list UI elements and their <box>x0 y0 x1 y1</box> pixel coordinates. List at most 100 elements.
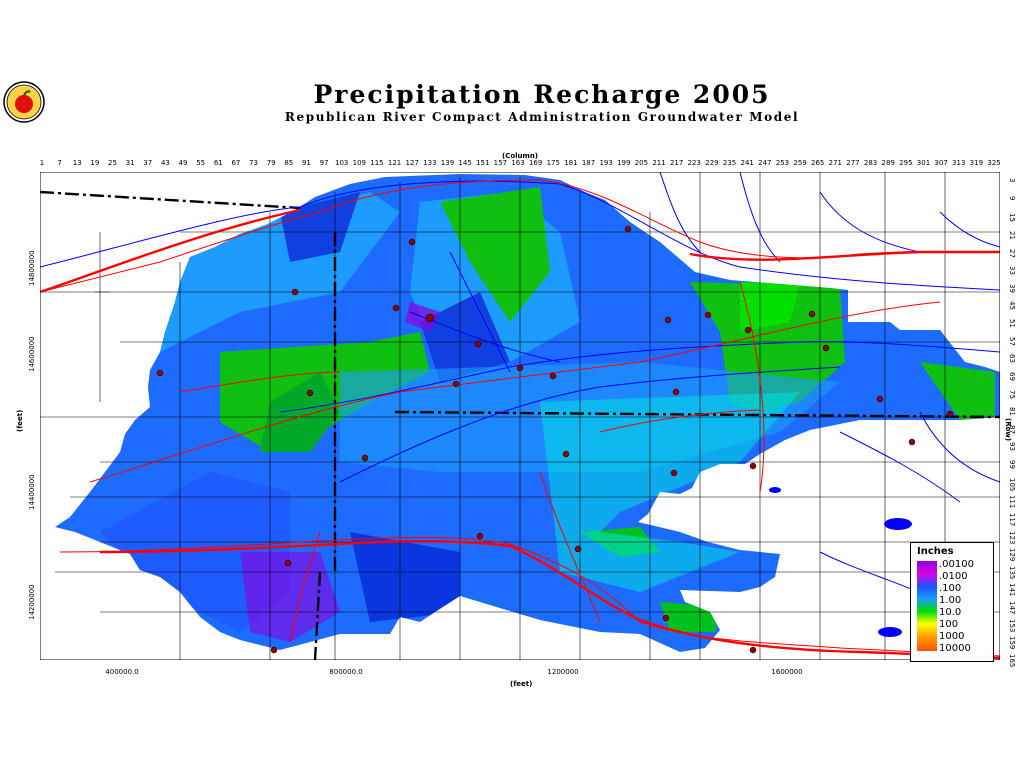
row-tick-label: 147 <box>1008 601 1016 615</box>
column-tick-label: 67 <box>231 159 241 167</box>
column-tick-label: 205 <box>634 159 649 167</box>
column-tick-label: 37 <box>143 159 153 167</box>
y-tick-label: 14400000 <box>28 474 36 510</box>
row-axis-label: (Row) <box>1004 418 1012 442</box>
row-tick-label: 21 <box>1008 230 1016 240</box>
row-tick-label: 165 <box>1008 654 1016 668</box>
row-tick-label: 111 <box>1008 495 1016 509</box>
page-subtitle: Republican River Compact Administration … <box>284 110 800 124</box>
recharge-map <box>40 172 1000 660</box>
y-tick-label: 14200000 <box>28 584 36 620</box>
column-tick-label: 253 <box>775 159 790 167</box>
column-tick-label: 127 <box>405 159 419 167</box>
row-tick-label: 57 <box>1008 336 1016 346</box>
column-tick-label: 241 <box>740 159 754 167</box>
column-tick-label: 235 <box>722 159 737 167</box>
column-tick-label: 187 <box>581 159 596 167</box>
legend-label: .100 <box>939 583 962 594</box>
column-tick-label: 247 <box>758 159 772 167</box>
column-tick-label: 133 <box>423 159 437 167</box>
row-tick-label: 81 <box>1008 407 1016 417</box>
legend-label: 10000 <box>939 643 971 654</box>
row-tick-label: 93 <box>1008 442 1016 452</box>
row-tick-label: 105 <box>1008 477 1016 492</box>
row-tick-label: 15 <box>1008 213 1016 223</box>
row-tick-label: 27 <box>1008 248 1016 258</box>
column-tick-label: 283 <box>863 159 878 167</box>
row-tick-label: 33 <box>1008 266 1016 276</box>
column-tick-label: 145 <box>458 159 472 167</box>
row-tick-label: 39 <box>1008 283 1016 293</box>
row-tick-label: 45 <box>1008 301 1016 311</box>
x-tick-label: 1600000 <box>771 668 803 676</box>
column-tick-label: 13 <box>72 159 82 167</box>
x-tick-label: 1200000 <box>547 668 579 676</box>
row-tick-label: 75 <box>1008 389 1016 399</box>
column-tick-label: 319 <box>969 159 984 167</box>
legend-label: 1.00 <box>939 595 962 606</box>
column-tick-label: 295 <box>899 159 913 167</box>
row-tick-label: 159 <box>1008 636 1016 650</box>
column-tick-label: 73 <box>249 159 259 167</box>
column-tick-label: 55 <box>196 159 206 167</box>
legend-label: .00100 <box>939 559 974 570</box>
row-tick-label: 153 <box>1008 618 1016 633</box>
column-tick-label: 229 <box>705 159 719 167</box>
row-tick-label: 135 <box>1008 565 1016 580</box>
column-tick-label: 217 <box>669 159 684 167</box>
x-axis-label: (feet) <box>510 680 533 688</box>
column-tick-label: 31 <box>125 159 135 167</box>
legend-label: 100 <box>939 619 959 630</box>
column-tick-label: 169 <box>528 159 543 167</box>
column-tick-label: 7 <box>57 159 62 167</box>
apple-seal-icon <box>3 81 45 123</box>
column-tick-label: 97 <box>319 159 329 167</box>
column-tick-label: 85 <box>284 159 294 167</box>
column-tick-label: 301 <box>916 159 931 167</box>
row-tick-label: 51 <box>1008 319 1016 328</box>
column-tick-label: 109 <box>352 159 367 167</box>
page-title: Precipitation Recharge 2005 <box>313 80 771 109</box>
column-tick-label: 277 <box>846 159 860 167</box>
x-tick-label: 400000.0 <box>105 668 139 676</box>
column-tick-label: 79 <box>266 159 276 167</box>
column-tick-label: 259 <box>793 159 807 167</box>
column-tick-label: 103 <box>335 159 349 167</box>
row-tick-label: 123 <box>1008 530 1016 544</box>
column-tick-label: 139 <box>440 159 455 167</box>
column-tick-label: 313 <box>952 159 966 167</box>
y-tick-label: 14800000 <box>28 250 36 286</box>
row-tick-label: 9 <box>1008 195 1016 201</box>
legend-color-bar <box>917 561 937 651</box>
column-tick-label: 325 <box>987 159 1001 167</box>
column-tick-label: 163 <box>511 159 525 167</box>
column-tick-label: 265 <box>811 159 825 167</box>
legend-title: Inches <box>917 546 954 557</box>
column-tick-label: 25 <box>108 159 117 167</box>
column-axis-label: (Column) <box>502 152 539 160</box>
column-tick-label: 271 <box>828 159 843 167</box>
column-tick-label: 193 <box>599 159 613 167</box>
column-tick-label: 61 <box>213 159 223 167</box>
column-tick-label: 157 <box>493 159 508 167</box>
column-tick-label: 307 <box>934 159 948 167</box>
row-tick-label: 63 <box>1008 354 1016 364</box>
x-tick-label: 800000.0 <box>329 668 363 676</box>
column-tick-label: 181 <box>564 159 578 167</box>
column-tick-label: 289 <box>881 159 895 167</box>
legend-label: 10.0 <box>939 607 962 618</box>
column-tick-label: 151 <box>476 159 490 167</box>
column-tick-label: 199 <box>617 159 631 167</box>
y-tick-label: 14600000 <box>28 336 36 372</box>
column-tick-label: 223 <box>687 159 701 167</box>
legend: Inches .00100 .0100 .100 1.00 10.0 100 1… <box>910 542 994 662</box>
row-tick-label: 141 <box>1008 583 1016 597</box>
column-tick-label: 49 <box>178 159 188 167</box>
column-tick-label: 91 <box>301 159 311 167</box>
column-tick-label: 211 <box>652 159 666 167</box>
row-tick-label: 3 <box>1008 178 1016 183</box>
column-tick-label: 19 <box>90 159 100 167</box>
legend-label: 1000 <box>939 631 965 642</box>
column-tick-label: 115 <box>370 159 384 167</box>
row-tick-label: 99 <box>1008 460 1016 469</box>
